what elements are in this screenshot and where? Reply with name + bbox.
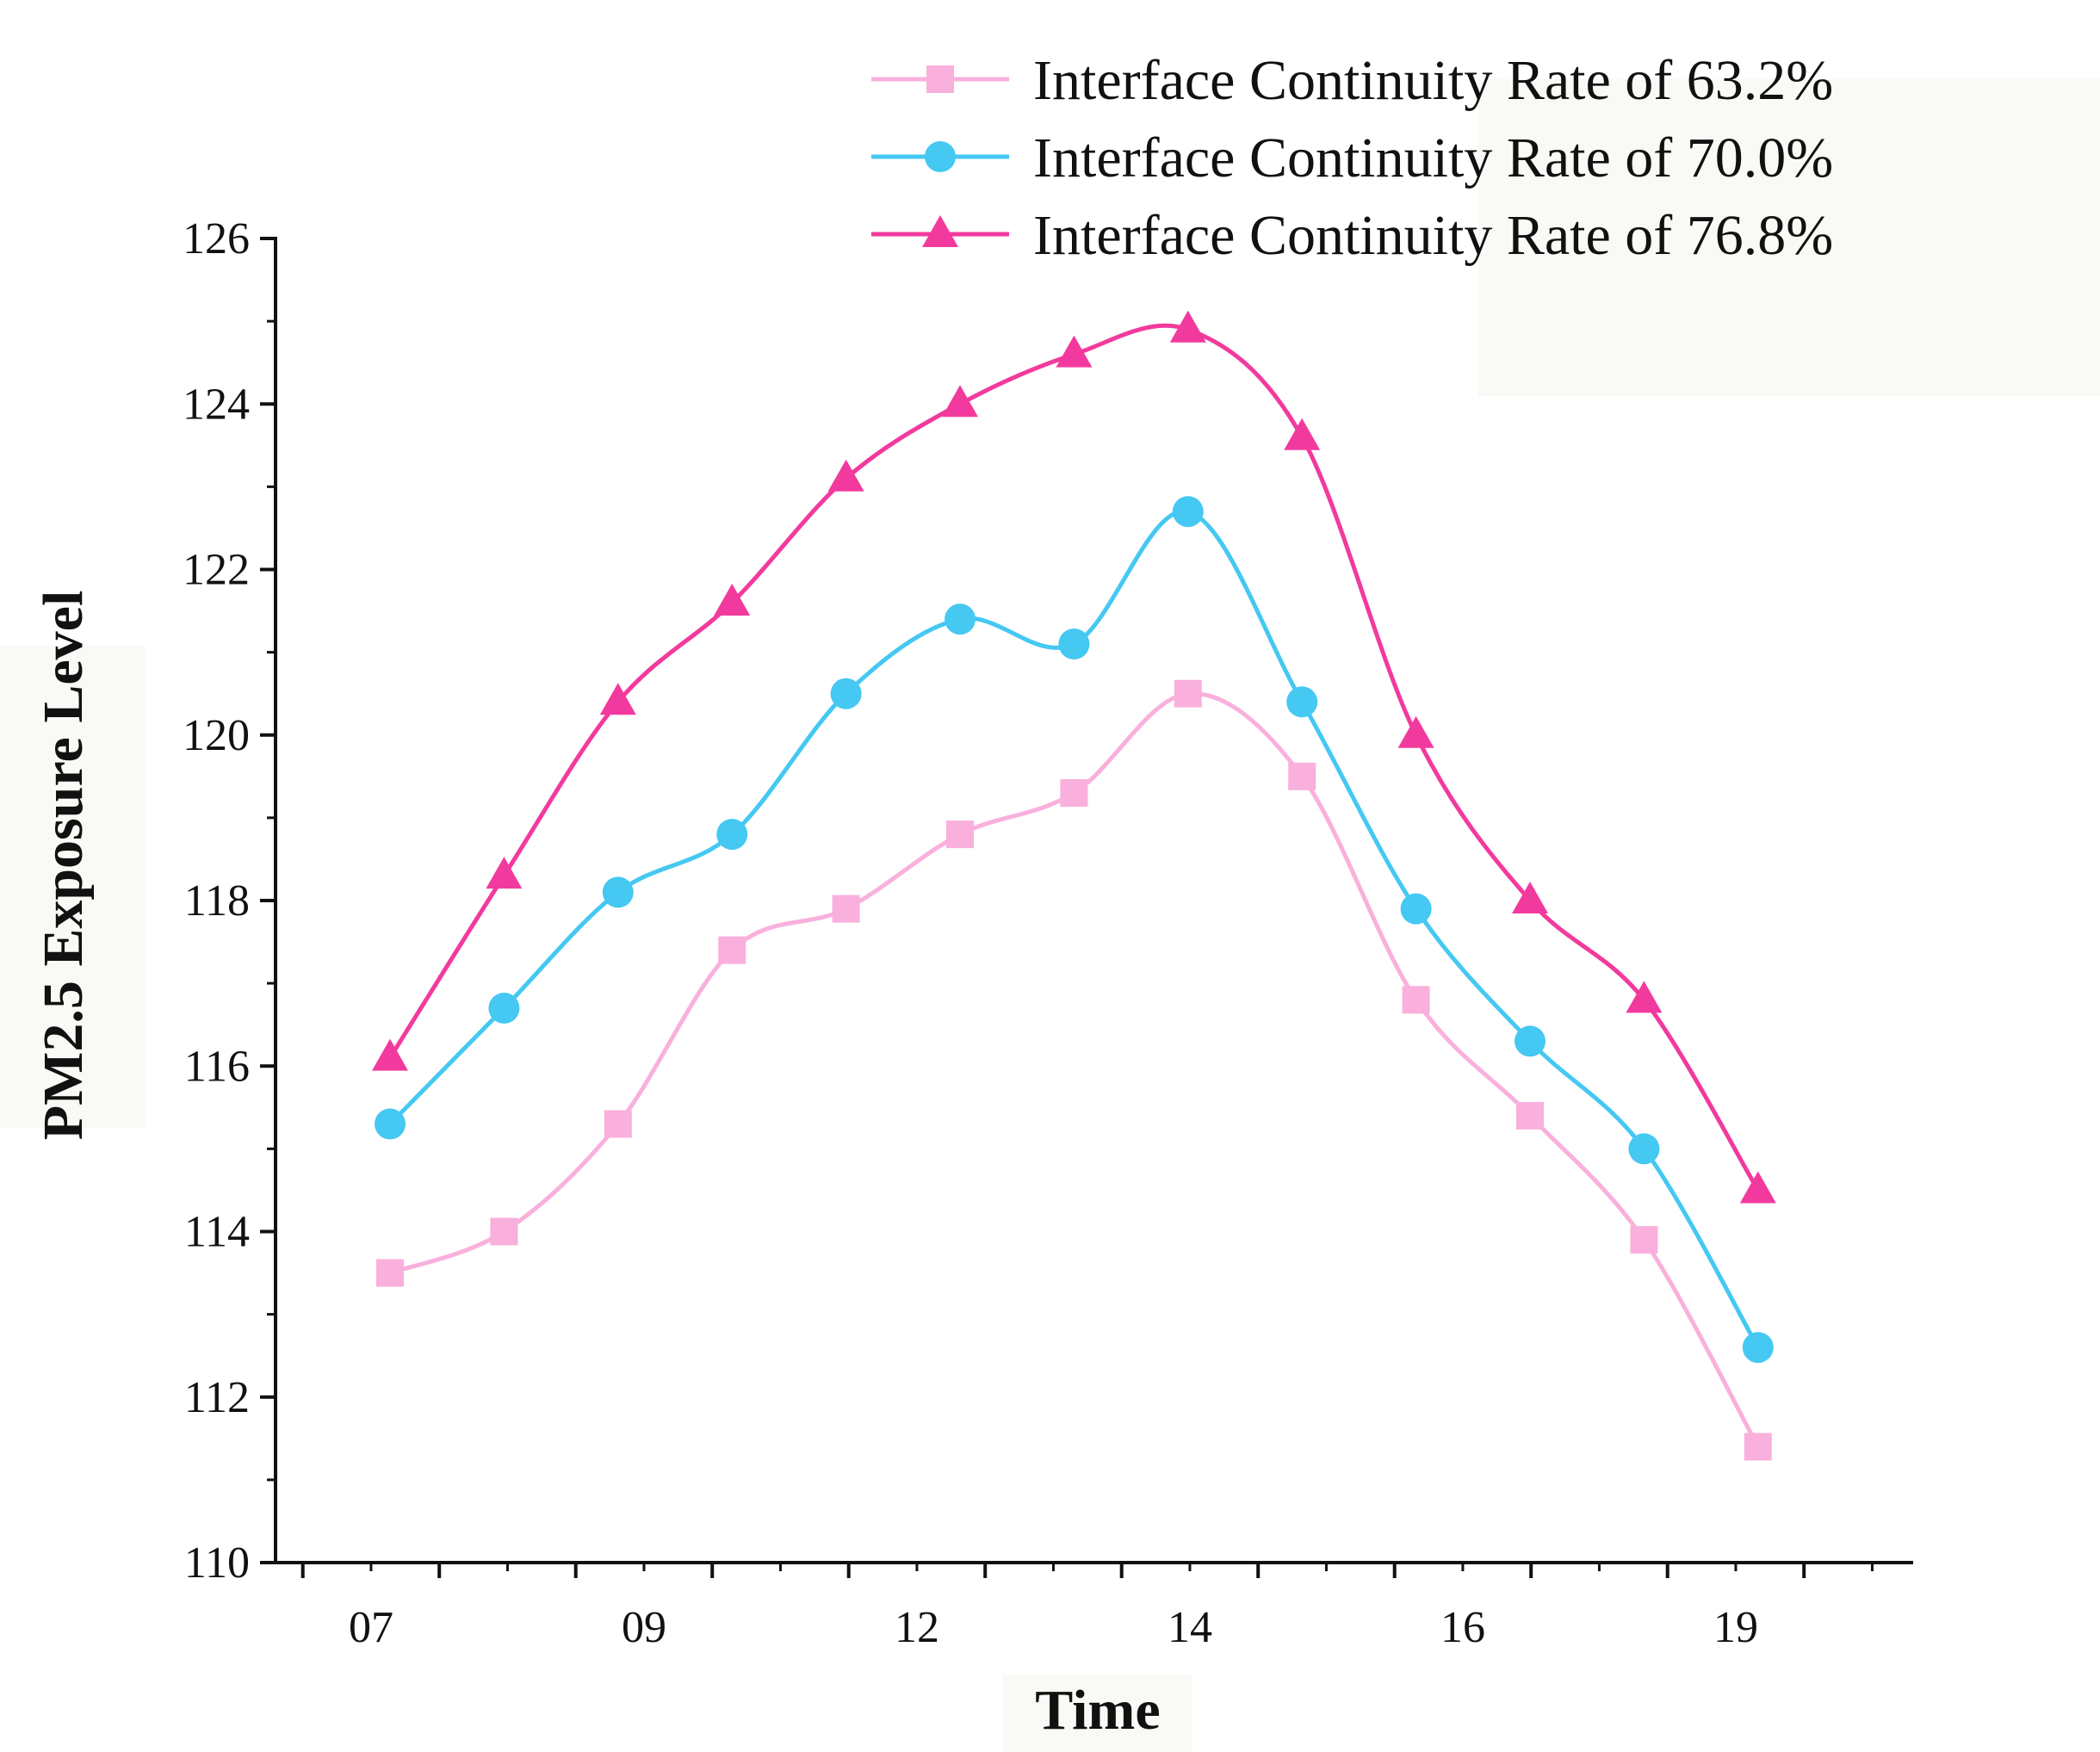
y-tick-label: 122 (183, 546, 250, 595)
data-point (945, 604, 976, 635)
series-line (389, 691, 1760, 1448)
data-point (1742, 1332, 1774, 1364)
data-point (1286, 686, 1318, 718)
legend-shading (1478, 79, 2100, 396)
data-point (1056, 335, 1093, 368)
data-point (1516, 1101, 1544, 1130)
y-tick-label: 114 (184, 1208, 250, 1257)
legend-marker (922, 215, 958, 247)
data-point (1739, 1171, 1776, 1204)
data-point (599, 683, 636, 715)
x-label-shading (1003, 1675, 1192, 1752)
data-point (490, 1217, 518, 1246)
data-point (602, 876, 634, 908)
data-point (942, 385, 978, 418)
data-point (1512, 882, 1548, 913)
legend-item: Interface Continuity Rate of 76.8% (871, 204, 1833, 267)
data-point (375, 1108, 406, 1140)
series-1 (376, 679, 1772, 1461)
data-point (716, 819, 748, 851)
x-tick-label: 12 (895, 1603, 939, 1652)
legend-item: Interface Continuity Rate of 63.2% (871, 49, 1833, 112)
data-point (1744, 1433, 1772, 1461)
data-point (1288, 762, 1316, 790)
y-tick-label: 124 (183, 380, 250, 429)
data-point (1284, 418, 1321, 450)
data-point (1628, 1133, 1660, 1165)
data-point (714, 583, 751, 616)
series-3 (372, 310, 1776, 1204)
legend-item: Interface Continuity Rate of 70.0% (871, 127, 1833, 189)
legend-marker (925, 141, 956, 172)
data-point (1515, 1025, 1546, 1057)
data-point (718, 936, 746, 964)
data-point (376, 1259, 404, 1287)
y-label-shading (0, 646, 145, 1128)
data-point (1626, 981, 1663, 1013)
x-tick-label: 19 (1713, 1603, 1758, 1652)
x-tick-label: 16 (1440, 1603, 1485, 1652)
data-point (1402, 986, 1430, 1014)
x-tick-label: 14 (1168, 1603, 1212, 1652)
data-point (488, 992, 520, 1024)
legend-label: Interface Continuity Rate of 63.2% (1033, 49, 1833, 112)
data-point (832, 895, 860, 923)
data-point (1058, 628, 1090, 660)
legend-label: Interface Continuity Rate of 76.8% (1033, 204, 1833, 267)
series-layer (372, 310, 1776, 1461)
y-tick-label: 110 (184, 1538, 250, 1588)
y-tick-label: 126 (183, 214, 250, 263)
x-tick-label: 09 (622, 1603, 666, 1652)
y-axis-title: PM2.5 Exposure Level (32, 591, 95, 1141)
y-tick-label: 118 (184, 876, 250, 926)
y-tick-label: 120 (183, 711, 250, 760)
data-point (604, 1110, 632, 1138)
legend-marker (926, 65, 954, 93)
data-point (486, 857, 523, 889)
data-point (830, 678, 862, 709)
axes: 110 112 114 116 118 120 122 124 126 07 09 12 14 16 19 (183, 214, 1913, 1652)
data-point (1174, 679, 1202, 708)
data-point (1172, 496, 1204, 528)
legend: Interface Continuity Rate of 63.2% Interf… (871, 49, 1833, 267)
data-point (1397, 715, 1434, 748)
x-tick-label: 07 (349, 1603, 393, 1652)
data-point (1400, 893, 1432, 925)
x-axis-title: Time (1035, 1679, 1160, 1742)
series-2 (375, 496, 1774, 1364)
legend-label: Interface Continuity Rate of 70.0% (1033, 127, 1833, 189)
data-point (827, 459, 864, 492)
data-point (1169, 310, 1206, 343)
data-point (372, 1038, 408, 1071)
data-point (1630, 1226, 1658, 1254)
y-tick-label: 112 (184, 1373, 250, 1422)
y-tick-label: 116 (184, 1042, 250, 1091)
data-point (1060, 779, 1088, 808)
data-point (946, 820, 974, 849)
